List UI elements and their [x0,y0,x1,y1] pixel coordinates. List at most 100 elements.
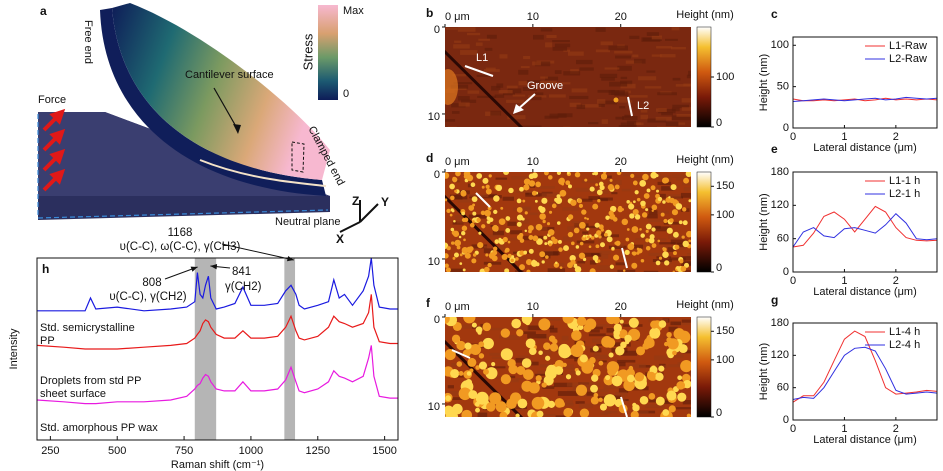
droplet [516,198,522,204]
stress-label: Stress [300,33,315,70]
texture [461,99,477,103]
droplet [502,236,508,243]
droplet [632,402,637,407]
texture [557,391,578,396]
droplet [445,172,450,179]
texture [447,385,454,389]
texture [483,69,500,72]
droplet [628,203,635,210]
texture [540,28,553,32]
droplet [545,355,551,361]
stress-colorbar [318,5,338,100]
droplet [594,222,600,228]
texture [518,81,528,86]
droplet [523,184,530,191]
texture [676,177,686,181]
texture [618,350,637,356]
texture [534,61,551,67]
droplet [561,182,565,186]
droplet [577,198,583,204]
droplet [607,184,615,191]
droplet [523,250,528,255]
droplet [680,360,691,373]
texture [657,193,666,199]
droplet [645,245,651,251]
texture [615,55,632,59]
droplet [624,249,630,256]
droplet [482,337,494,350]
droplet [681,235,685,239]
colorbar-label: Height (nm) [676,299,733,311]
texture [588,333,606,337]
droplet [528,229,532,234]
droplet [643,193,650,199]
axes-triad [339,200,379,233]
colorbar-tick-label: 150 [716,180,734,192]
droplet [478,361,488,370]
droplet [686,230,691,238]
droplet [609,264,615,269]
droplet [620,341,627,349]
droplet [461,225,468,231]
texture [598,102,605,108]
panel-label: d [426,151,433,165]
pointer [213,87,239,131]
texture [554,43,571,48]
texture [604,234,620,238]
texture [668,326,678,332]
texture [582,104,602,108]
legend-label: L1-4 h [889,326,920,338]
droplet [591,374,599,382]
droplet [549,343,559,352]
droplet [611,246,615,250]
droplet [565,374,572,380]
droplet [555,261,558,265]
droplet [552,238,558,245]
texture [517,355,531,358]
y-tick-label: 0 [434,169,440,181]
droplet [525,259,533,266]
texture [460,50,478,55]
droplet [662,200,666,204]
droplet [484,266,490,272]
droplet [657,239,661,243]
droplet [647,371,656,381]
panel-label: e [771,142,778,156]
droplet [599,403,607,411]
droplet [559,189,567,197]
plot-frame [792,36,938,129]
droplet [528,173,535,180]
texture [615,262,626,266]
texture [528,95,547,98]
droplet [645,229,649,233]
texture [507,88,522,94]
droplet [677,392,687,402]
profile-line [792,330,938,403]
texture [457,375,468,378]
texture [446,268,464,272]
droplet [683,177,690,184]
texture [477,95,496,98]
texture [688,70,691,76]
droplet [475,365,480,370]
droplet [464,342,472,350]
droplet [521,380,533,392]
texture [581,180,600,184]
droplet [491,255,498,262]
texture [682,269,691,272]
droplet [511,318,522,329]
droplet [632,200,636,204]
arrow-head [210,263,218,270]
texture [623,172,634,177]
texture [604,67,620,70]
texture [566,382,582,387]
texture [507,221,517,226]
texture [540,350,552,356]
droplet [484,209,491,217]
droplet [569,254,576,262]
droplet [670,184,677,191]
texture [453,82,473,85]
droplet [655,260,661,266]
droplet [625,237,630,242]
texture [511,176,529,180]
